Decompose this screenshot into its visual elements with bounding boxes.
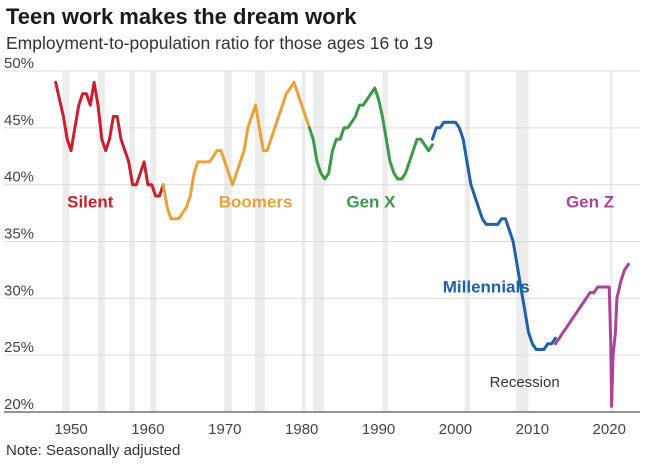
y-tick-label: 40% <box>4 169 34 186</box>
y-tick-label: 50% <box>4 55 34 72</box>
y-tick-label: 45% <box>4 112 34 129</box>
x-tick-label: 1950 <box>54 421 87 438</box>
y-tick-label: 30% <box>4 282 34 299</box>
series-label-gen-z: Gen Z <box>566 192 614 211</box>
y-tick-label: 20% <box>4 396 34 413</box>
series-line-silent <box>54 80 165 198</box>
x-tick-label: 1990 <box>362 421 395 438</box>
chart-subtitle: Employment-to-population ratio for those… <box>6 33 434 53</box>
series-label-millennials: Millennials <box>443 278 530 297</box>
series-lines <box>54 80 630 408</box>
series-labels: Silent Boomers Gen X Millennials Gen Z Recess… <box>67 192 614 391</box>
series-line-gen-z <box>553 262 630 408</box>
y-tick-label: 25% <box>4 339 34 356</box>
x-tick-label: 2010 <box>516 421 549 438</box>
gridlines <box>4 70 640 413</box>
series-label-silent: Silent <box>67 192 114 211</box>
series-label-gen-x: Gen X <box>346 192 396 211</box>
x-tick-label: 1960 <box>131 421 164 438</box>
y-axis: 20% 25% 30% 35% 40% 45% 50% <box>4 55 34 413</box>
x-tick-label: 1980 <box>285 421 318 438</box>
chart-title: Teen work makes the dream work <box>6 4 357 29</box>
x-axis: 1950 1960 1970 1980 1990 2000 2010 2020 <box>54 421 626 438</box>
recession-annotation: Recession <box>490 374 560 391</box>
series-label-boomers: Boomers <box>219 192 293 211</box>
series-line-millennials <box>430 120 557 351</box>
y-tick-label: 35% <box>4 226 34 243</box>
x-tick-label: 1970 <box>208 421 241 438</box>
series-line-gen-x <box>307 86 434 181</box>
x-tick-label: 2020 <box>593 421 626 438</box>
x-tick-label: 2000 <box>439 421 472 438</box>
series-line-boomers <box>161 80 311 221</box>
chart-note: Note: Seasonally adjusted <box>6 442 181 459</box>
